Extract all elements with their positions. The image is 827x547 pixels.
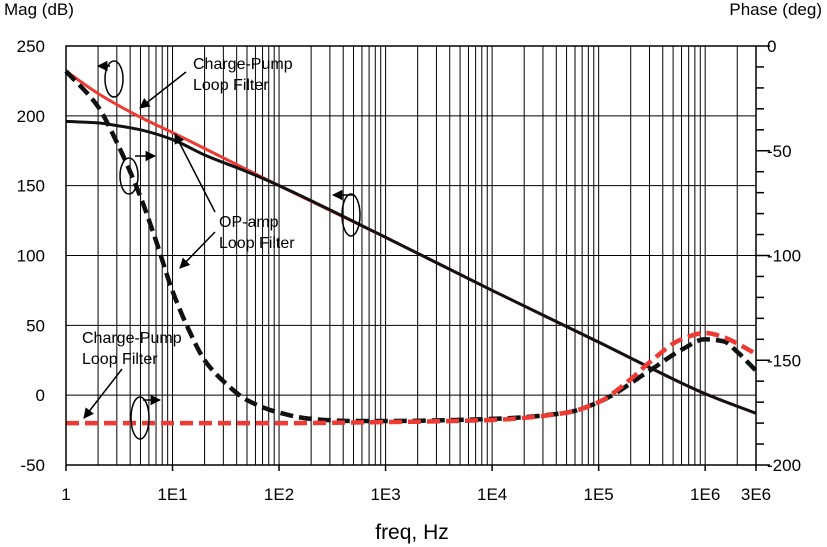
series-marker-ellipse	[119, 157, 139, 195]
x-tick-label: 1E1	[157, 485, 187, 504]
axis-ticks: 1 1E1 1E2 1E3 1E4 1E5 1E6 3E6 250 200 150 100 50 0 -50…	[17, 37, 801, 504]
series-line-phase-dashed-3	[66, 330, 758, 426]
series-marker-ellipse	[341, 193, 361, 237]
series-marker-ellipse	[130, 396, 150, 440]
y-left-tick-label: 100	[17, 247, 45, 266]
x-tick-label: 1E2	[264, 485, 294, 504]
y-left-tick-label: 50	[26, 316, 45, 335]
y-right-tick-label: -100	[767, 247, 801, 266]
y-right-tick-label: -150	[767, 351, 801, 370]
x-tick-label: 3E6	[741, 485, 771, 504]
annotation-arrow	[139, 71, 187, 109]
annotation-text: OP-amp	[219, 214, 279, 231]
annotation-text: Loop Filter	[193, 77, 269, 94]
y-left-tick-label: 150	[17, 177, 45, 196]
y-right-axis-title: Phase (deg)	[729, 0, 822, 19]
series-group	[64, 69, 758, 426]
grid	[65, 45, 757, 466]
annotation-charge-pump-bottom: Charge-Pump Loop Filter	[82, 330, 182, 440]
annotation-charge-pump-top: Charge-Pump Loop Filter	[96, 56, 293, 109]
annotation-text: Charge-Pump	[193, 56, 293, 73]
x-tick-label: 1E6	[690, 485, 720, 504]
y-left-tick-label: -50	[20, 456, 45, 475]
annotation-arrow	[179, 231, 216, 269]
series-marker-ellipse	[104, 60, 124, 98]
x-tick-label: 1E5	[584, 485, 614, 504]
annotation-text: Loop Filter	[219, 235, 295, 252]
y-right-tick-label: -50	[767, 142, 792, 161]
x-tick-label: 1	[61, 485, 70, 504]
y-left-tick-label: 250	[17, 37, 45, 56]
annotation-opamp: OP-amp Loop Filter	[119, 133, 361, 269]
annotation-text: Charge-Pump	[82, 330, 182, 347]
annotation-text: Loop Filter	[82, 351, 158, 368]
y-left-tick-label: 0	[36, 386, 45, 405]
x-tick-label: 1E3	[370, 485, 400, 504]
y-left-tick-label: 200	[17, 107, 45, 126]
x-axis-title: freq, Hz	[375, 521, 449, 544]
series-line-magnitude-solid-1	[65, 119, 757, 415]
series-line-magnitude-solid-0	[65, 69, 757, 415]
annotation-arrow	[174, 133, 216, 213]
y-right-tick-label: 0	[767, 37, 776, 56]
y-right-tick-label: -200	[767, 456, 801, 475]
x-tick-label: 1E4	[477, 485, 507, 504]
y-left-axis-title: Mag (dB)	[4, 0, 74, 19]
annotation-arrow	[83, 368, 123, 419]
series-line-phase-dashed-2	[64, 69, 758, 424]
